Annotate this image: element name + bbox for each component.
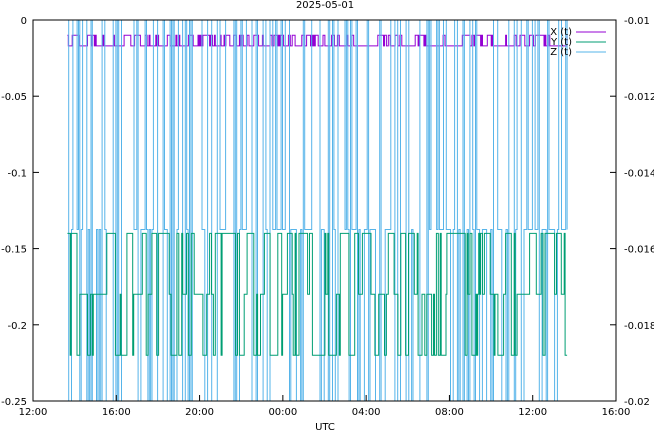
- x-axis: 12:00 16:00 20:00 00:00 04:00 08:00 12:00 16:00: [19, 395, 631, 418]
- y2-tick-label: -0.014: [624, 168, 654, 179]
- x-tick-label: 08:00: [435, 407, 464, 418]
- series-line-x: [67, 34, 568, 47]
- plot-area: [32, 19, 617, 402]
- y-tick-label: -0.15: [1, 245, 27, 256]
- series-line-y: [67, 232, 568, 356]
- y-tick-label: -0.1: [7, 168, 27, 179]
- series-layer: [67, 19, 568, 402]
- legend-label: Y (t): [550, 37, 572, 48]
- plot-frame: [32, 19, 617, 402]
- y-tick-label: -0.05: [1, 92, 27, 103]
- y2-tick-label: -0.016: [624, 245, 654, 256]
- y-tick-label: 0: [21, 16, 27, 27]
- series-line-z: [67, 19, 568, 402]
- y-axis: 0 -0.05 -0.1 -0.15 -0.2 -0.25: [1, 16, 39, 408]
- y-tick-label: -0.2: [7, 321, 27, 332]
- x-tick-label: 12:00: [518, 407, 547, 418]
- y2-axis: -0.01 -0.012 -0.014 -0.016 -0.018 -0.02: [610, 16, 654, 408]
- y2-tick-label: -0.012: [624, 92, 654, 103]
- legend-label: X (t): [550, 27, 572, 38]
- legend-label: Z (t): [550, 47, 572, 58]
- x-tick-label: 00:00: [268, 407, 297, 418]
- y-tick-label: -0.25: [1, 397, 27, 408]
- x-axis-label: UTC: [315, 422, 335, 432]
- x-tick-label: 12:00: [19, 407, 48, 418]
- y2-tick-label: -0.02: [624, 397, 650, 408]
- x-tick-label: 20:00: [185, 407, 214, 418]
- y2-tick-label: -0.01: [624, 16, 650, 27]
- legend: X (t)Y (t)Z (t): [550, 27, 606, 58]
- y2-tick-label: -0.018: [624, 321, 654, 332]
- x-tick-label: 16:00: [102, 407, 131, 418]
- x-tick-label: 04:00: [352, 407, 381, 418]
- chart-title: 2025-05-01: [296, 0, 354, 11]
- x-tick-label: 16:00: [602, 407, 631, 418]
